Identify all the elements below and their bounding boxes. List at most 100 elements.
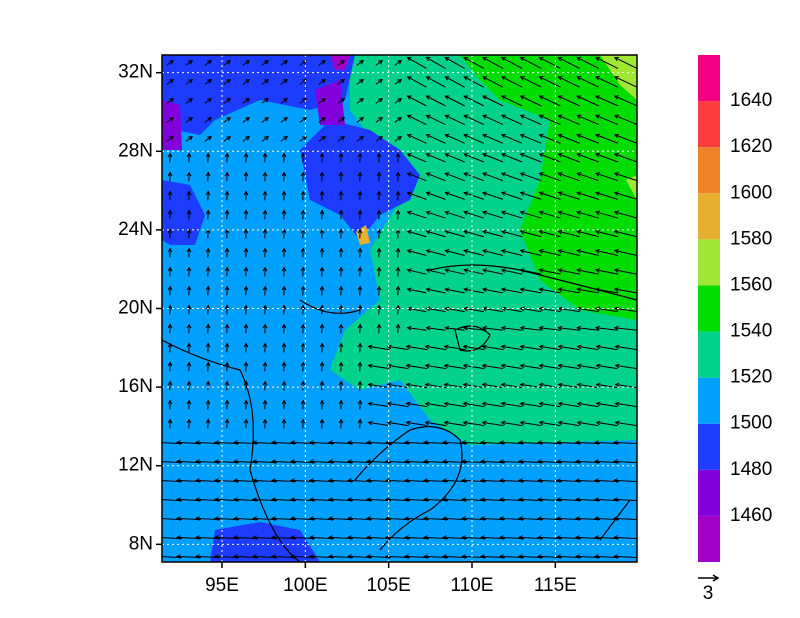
wind-arrow (280, 97, 289, 104)
wind-arrow (185, 116, 194, 123)
wind-arrow (576, 210, 599, 219)
wind-arrow (357, 361, 363, 372)
wind-arrow (500, 57, 523, 69)
wind-arrow (519, 363, 542, 370)
wind-arrow (538, 76, 561, 88)
wind-arrow (482, 210, 504, 219)
wind-arrow (243, 228, 249, 239)
wind-arrow (186, 266, 192, 277)
wind-arrow (576, 325, 599, 331)
wind-arrow (300, 399, 306, 410)
wind-arrow (357, 266, 363, 277)
wind-arrow (338, 266, 344, 277)
wind-arrow (186, 190, 192, 201)
wind-arrow (500, 95, 523, 107)
wind-arrow (319, 380, 325, 391)
wind-arrow (224, 361, 230, 372)
wind-arrow (406, 133, 427, 144)
wind-arrow (500, 325, 523, 331)
wind-arrow (519, 153, 542, 163)
wind-arrow (538, 114, 561, 126)
wind-arrow (205, 361, 211, 372)
wind-arrow (519, 248, 542, 256)
wind-arrow (262, 361, 268, 372)
wind-arrow (595, 191, 619, 200)
wind-arrow (186, 342, 192, 353)
wind-arrow (319, 399, 325, 410)
wind-arrow (444, 249, 465, 256)
wind-arrow (519, 306, 542, 313)
wind-arrow (223, 97, 232, 104)
wind-arrow (538, 210, 561, 219)
wind-arrow (406, 229, 427, 238)
wind-arrow (300, 418, 306, 429)
wind-arrow (376, 304, 382, 315)
wind-arrow (538, 152, 561, 163)
colorbar-box (698, 147, 720, 194)
wind-arrow (500, 114, 523, 126)
wind-arrow (242, 78, 251, 85)
colorbar-box (698, 193, 720, 240)
wind-arrow (186, 247, 192, 258)
wind-arrow (406, 287, 427, 294)
wind-arrow (395, 190, 401, 201)
wind-arrow (357, 171, 363, 182)
fill-1460 (162, 100, 182, 150)
wind-arrow (500, 76, 523, 88)
wind-arrow (386, 401, 409, 408)
wind-arrow (356, 135, 365, 142)
wind-arrow (281, 285, 287, 296)
wind-arrow (319, 171, 325, 182)
wind-arrow (614, 344, 637, 351)
wind-arrow (519, 401, 542, 408)
wind-arrow (205, 323, 211, 334)
wind-arrow (367, 401, 390, 408)
colorbar-box (698, 515, 720, 562)
wind-arrow (242, 116, 251, 123)
wind-arrow (557, 420, 580, 427)
wind-arrow (500, 133, 523, 144)
wind-arrow (405, 344, 428, 351)
wind-arrow (519, 172, 542, 182)
wind-arrow (538, 95, 561, 107)
wind-arrow (281, 171, 287, 182)
wind-arrow (280, 135, 289, 142)
wind-arrow (261, 116, 270, 123)
wind-arrow (500, 229, 523, 238)
wind-arrow (613, 56, 637, 69)
wind-arrow (243, 285, 249, 296)
wind-arrow (243, 266, 249, 277)
wind-arrow (338, 171, 344, 182)
wind-arrow (319, 418, 325, 429)
wind-arrow (481, 420, 504, 427)
wind-arrow (338, 209, 344, 220)
wind-arrow (167, 285, 173, 296)
wind-arrow (319, 342, 325, 353)
fill-1560 (600, 55, 637, 100)
wind-arrow (167, 266, 173, 277)
wind-arrow (375, 78, 384, 85)
wind-arrow (444, 287, 465, 294)
wind-arrow (538, 268, 561, 275)
wind-arrow (394, 78, 403, 85)
wind-arrow (261, 78, 270, 85)
wind-arrow (338, 190, 344, 201)
wind-arrow (357, 228, 363, 239)
wind-arrow (224, 285, 230, 296)
wind-arrow (538, 363, 561, 370)
wind-arrow (167, 152, 173, 163)
wind-arrow (425, 153, 446, 163)
y-tick-label: 16N (118, 376, 153, 397)
wind-arrow (281, 228, 287, 239)
wind-arrow (185, 97, 194, 104)
wind-arrow (462, 363, 485, 370)
wind-arrow (500, 306, 523, 313)
wind-arrow (281, 361, 287, 372)
wind-arrow (186, 228, 192, 239)
wind-arrow (205, 190, 211, 201)
wind-arrow (299, 135, 308, 142)
wind-arrow (319, 361, 325, 372)
y-tick-label: 20N (118, 298, 153, 319)
wind-arrow (205, 209, 211, 220)
wind-arrow (319, 323, 325, 334)
